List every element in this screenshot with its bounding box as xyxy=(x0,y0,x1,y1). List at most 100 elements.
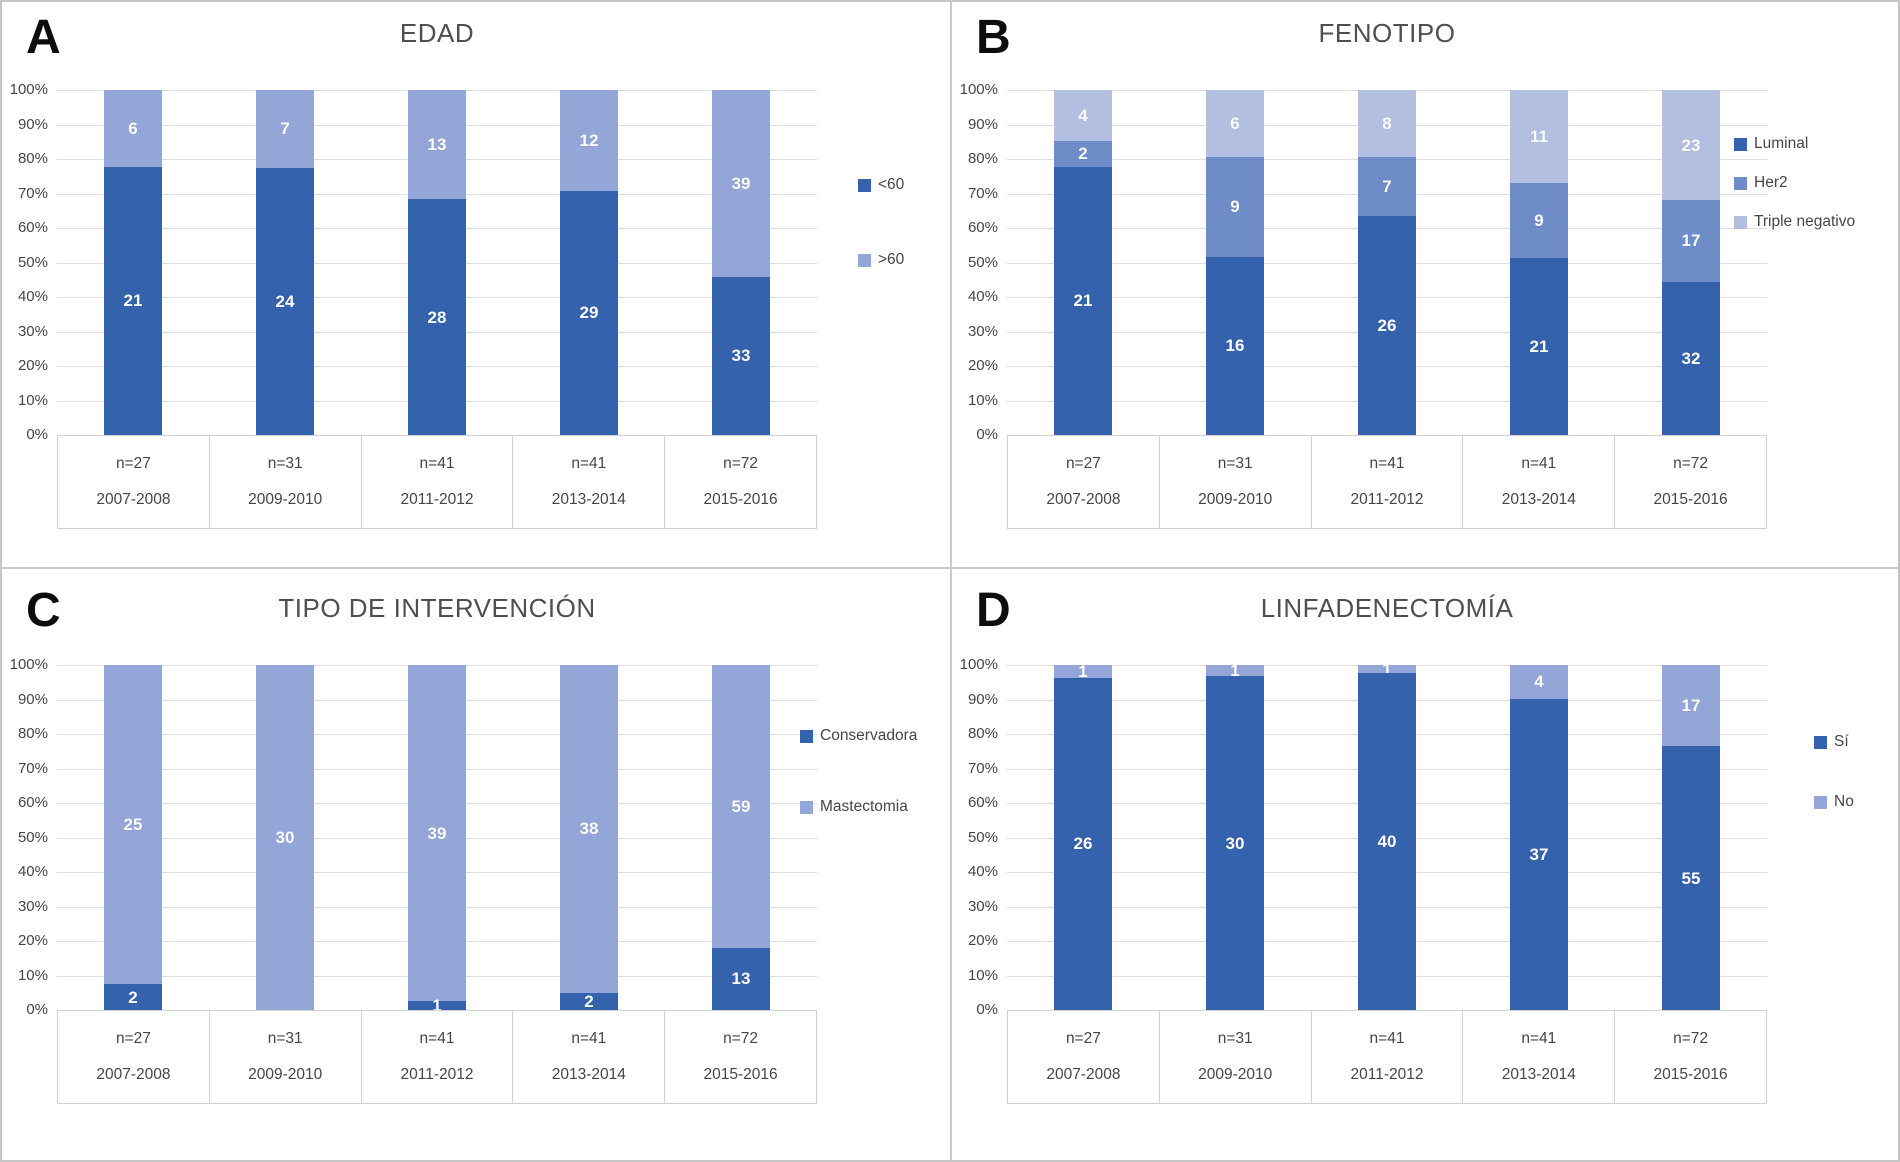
bar-value-label: 7 xyxy=(1382,177,1392,197)
y-tick-label: 30% xyxy=(17,897,48,915)
category-year-label: 2015-2016 xyxy=(703,1066,778,1084)
bar-value-label: 16 xyxy=(1225,336,1245,356)
plot-area: 21 2 4 16 9 6 26 7 8 21 9 11 32 17 23 xyxy=(1007,90,1767,435)
bar-value-label: 13 xyxy=(731,969,751,989)
bar-segment-her2: 9 xyxy=(1206,156,1264,257)
bar-segment-60: 29 xyxy=(560,190,618,435)
bar-value-label: 29 xyxy=(579,303,599,323)
panel-tipo-de-intervencion: C TIPO DE INTERVENCIÓN 0% 10% 20% 30% 40% 50%… xyxy=(2,569,948,1160)
bar-value-label: 1 xyxy=(1382,659,1392,679)
bar-segment-mastectomia: 39 xyxy=(408,665,466,1002)
category-n-label: n=31 xyxy=(1217,454,1253,472)
category-cell: n=72 2015-2016 xyxy=(665,436,816,528)
bar-segment-60: 28 xyxy=(408,199,466,435)
bar-value-label: 17 xyxy=(1681,231,1701,251)
category-n-label: n=27 xyxy=(115,454,151,472)
bar-segment-triple-negativo: 11 xyxy=(1510,90,1568,183)
y-tick-label: 70% xyxy=(967,184,998,202)
bar-slot: 21 9 11 xyxy=(1463,90,1615,435)
category-cell: n=31 2009-2010 xyxy=(210,436,362,528)
y-tick-label: 10% xyxy=(967,966,998,984)
y-tick-label: 50% xyxy=(967,828,998,846)
category-cell: n=27 2007-2008 xyxy=(1008,436,1160,528)
legend-item-60: >60 xyxy=(858,251,904,269)
panel-fenotipo: B FENOTIPO 0% 10% 20% 30% 40% 50% 60% 70% 80% 90%… xyxy=(952,2,1898,567)
category-year-label: 2015-2016 xyxy=(703,491,778,509)
bar-value-label: 28 xyxy=(427,307,447,327)
y-tick-label: 20% xyxy=(967,932,998,949)
y-tick-label: 10% xyxy=(17,966,48,984)
legend-label: No xyxy=(1834,793,1854,810)
y-tick-label: 80% xyxy=(17,725,48,742)
category-cell: n=41 2011-2012 xyxy=(362,436,514,528)
bar-value-label: 32 xyxy=(1681,348,1701,368)
category-n-label: n=41 xyxy=(1369,1029,1405,1047)
bar-segment-no: 1 xyxy=(1054,663,1112,680)
bar-value-label: 38 xyxy=(579,819,599,839)
bar-segment-conservadora: 13 xyxy=(712,947,770,1010)
chart-title: TIPO DE INTERVENCIÓN xyxy=(278,593,596,623)
bar-slot: 21 2 4 xyxy=(1007,90,1159,435)
bar-value-label: 4 xyxy=(1534,672,1544,692)
category-cell: n=41 2013-2014 xyxy=(1463,1011,1616,1103)
bar-value-label: 13 xyxy=(427,135,447,155)
plot-area: 26 1 30 1 40 1 37 4 55 17 xyxy=(1007,661,1767,1010)
y-tick-label: 0% xyxy=(26,426,48,443)
category-axis-table: n=27 2007-2008 n=31 2009-2010 n=41 2011-2012 n… xyxy=(1007,1010,1767,1104)
category-n-label: n=41 xyxy=(571,1029,607,1047)
bar-slot: 13 59 xyxy=(665,665,817,1010)
y-tick-label: 40% xyxy=(967,863,998,880)
bar-segment-luminal: 16 xyxy=(1206,256,1264,435)
bar-value-label: 26 xyxy=(1377,316,1397,336)
category-year-label: 2009-2010 xyxy=(1198,1066,1273,1084)
legend-swatch-mastectomia xyxy=(800,800,813,814)
category-cell: n=41 2011-2012 xyxy=(362,1011,514,1103)
plot-area: 21 6 24 7 28 13 29 12 33 39 xyxy=(57,90,817,435)
y-tick-label: 80% xyxy=(967,150,998,167)
bar-value-label: 1 xyxy=(432,996,442,1016)
y-tick-label: 20% xyxy=(967,357,998,374)
bar-value-label: 6 xyxy=(128,118,138,138)
bar-value-label: 7 xyxy=(280,119,290,139)
bar-slot: 28 13 xyxy=(361,90,513,435)
bar-value-label: 23 xyxy=(1681,135,1701,155)
bar-segment-60: 24 xyxy=(256,167,314,435)
category-cell: n=31 2009-2010 xyxy=(210,1011,362,1103)
bars-container: 21 6 24 7 28 13 29 12 33 39 xyxy=(57,90,817,435)
y-tick-label: 60% xyxy=(967,794,998,811)
bar-segment-luminal: 21 xyxy=(1054,166,1112,435)
bar-value-label: 26 xyxy=(1073,834,1093,854)
category-n-label: n=72 xyxy=(1673,454,1709,472)
category-n-label: n=31 xyxy=(267,1029,303,1047)
bar-value-label: 9 xyxy=(1230,197,1240,217)
category-n-label: n=27 xyxy=(1065,454,1101,472)
bar-slot: 24 7 xyxy=(209,90,361,435)
bar-slot: 2 25 xyxy=(57,665,209,1010)
category-year-label: 2015-2016 xyxy=(1653,1066,1728,1084)
category-n-label: n=41 xyxy=(419,1029,455,1047)
bar-segment-s: 26 xyxy=(1054,677,1112,1010)
y-axis: 0% 10% 20% 30% 40% 50% 60% 70% 80% 90% 100% xyxy=(952,657,998,1018)
stacked-bar: 37 4 xyxy=(1510,665,1568,1010)
bar-value-label: 9 xyxy=(1534,210,1544,230)
bar-slot: 30 1 xyxy=(1159,662,1311,1010)
category-n-label: n=31 xyxy=(1217,1029,1253,1047)
stacked-bar: 32 17 23 xyxy=(1662,90,1720,435)
legend-item-luminal: Luminal xyxy=(1734,135,1855,153)
category-cell: n=72 2015-2016 xyxy=(1615,1011,1766,1103)
bar-slot: 2 38 xyxy=(513,665,665,1010)
y-tick-label: 90% xyxy=(17,115,48,133)
category-year-label: 2011-2012 xyxy=(1350,491,1424,509)
category-cell: n=72 2015-2016 xyxy=(665,1011,816,1103)
panel-divider-vertical xyxy=(950,2,952,1160)
bar-value-label: 2 xyxy=(128,987,138,1007)
bars-container: 26 1 30 1 40 1 37 4 55 17 xyxy=(1007,661,1767,1010)
y-tick-label: 0% xyxy=(976,426,998,443)
bar-value-label: 30 xyxy=(1225,833,1245,853)
stacked-bar: 21 6 xyxy=(104,90,162,435)
stacked-bar: 13 59 xyxy=(712,665,770,1010)
y-axis: 0% 10% 20% 30% 40% 50% 60% 70% 80% 90% 100% xyxy=(952,82,998,443)
bars-container: 2 25 30 1 39 2 38 13 59 xyxy=(57,665,817,1014)
bar-segment-her2: 7 xyxy=(1358,157,1416,217)
y-tick-label: 40% xyxy=(17,863,48,880)
